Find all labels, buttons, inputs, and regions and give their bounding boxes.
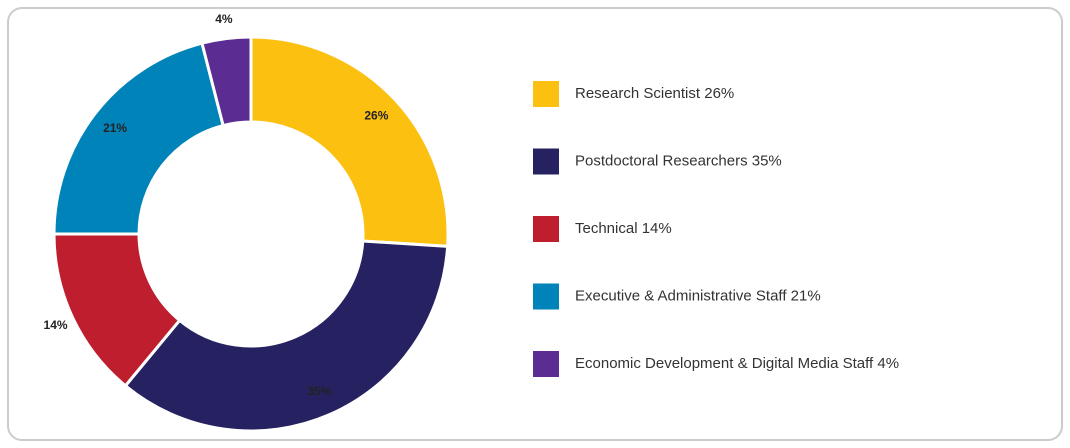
- legend-swatch: [533, 351, 559, 377]
- legend-swatch: [533, 81, 559, 107]
- legend-label: Postdoctoral Researchers 35%: [575, 152, 782, 169]
- value-label: 35%: [307, 384, 331, 398]
- legend-swatch: [533, 148, 559, 175]
- value-label: 14%: [44, 318, 68, 332]
- legend-label: Technical 14%: [575, 220, 672, 237]
- value-label: 26%: [364, 108, 388, 122]
- value-label: 4%: [215, 12, 233, 26]
- donut-slice: [52, 41, 225, 236]
- legend-label: Executive & Administrative Staff 21%: [575, 287, 821, 304]
- donut-slice: [123, 239, 450, 433]
- legend-swatch: [533, 216, 559, 242]
- legend-label: Economic Development & Digital Media Sta…: [575, 355, 899, 372]
- legend-swatch: [533, 283, 559, 310]
- value-label: 21%: [103, 121, 127, 135]
- legend-label: Research Scientist 26%: [575, 85, 734, 102]
- donut-slice: [249, 35, 450, 248]
- donut-slice: [200, 35, 253, 128]
